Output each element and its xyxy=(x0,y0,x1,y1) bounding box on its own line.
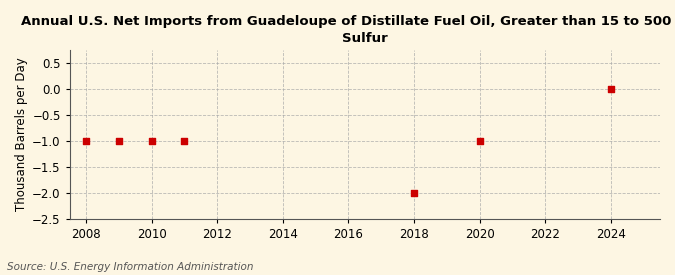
Title: Annual U.S. Net Imports from Guadeloupe of Distillate Fuel Oil, Greater than 15 : Annual U.S. Net Imports from Guadeloupe … xyxy=(21,15,675,45)
Point xyxy=(113,139,124,143)
Point xyxy=(146,139,157,143)
Text: Source: U.S. Energy Information Administration: Source: U.S. Energy Information Administ… xyxy=(7,262,253,272)
Point xyxy=(179,139,190,143)
Point xyxy=(408,191,419,195)
Point xyxy=(81,139,92,143)
Point xyxy=(475,139,485,143)
Point xyxy=(605,87,616,91)
Y-axis label: Thousand Barrels per Day: Thousand Barrels per Day xyxy=(15,58,28,211)
